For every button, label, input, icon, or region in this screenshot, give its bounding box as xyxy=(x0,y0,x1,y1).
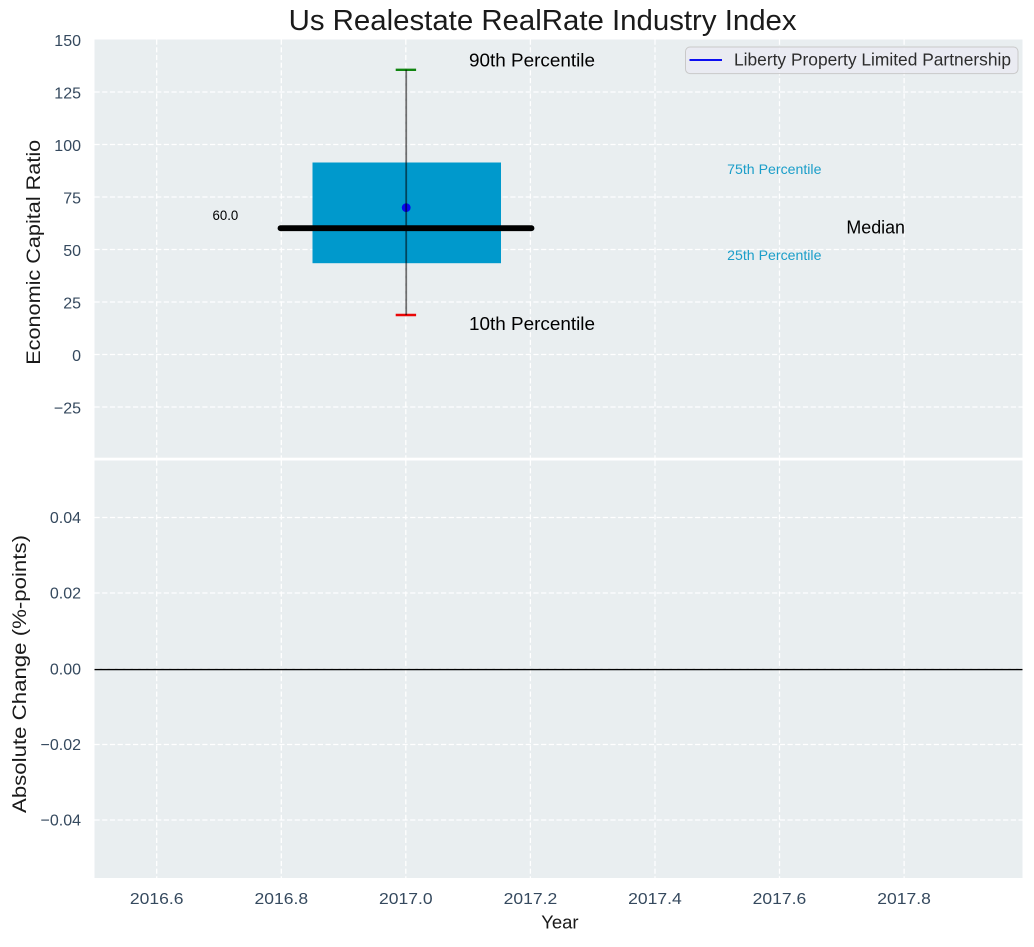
svg-text:2017.8: 2017.8 xyxy=(877,891,931,908)
svg-text:0.02: 0.02 xyxy=(50,586,81,603)
svg-text:Liberty Property Limited Partn: Liberty Property Limited Partnership xyxy=(734,50,1011,70)
svg-text:Economic Capital Ratio: Economic Capital Ratio xyxy=(24,140,45,365)
svg-text:60.0: 60.0 xyxy=(213,208,239,223)
svg-text:2016.8: 2016.8 xyxy=(255,891,309,908)
svg-text:25: 25 xyxy=(63,296,81,313)
svg-text:90th Percentile: 90th Percentile xyxy=(469,50,595,71)
svg-text:2016.6: 2016.6 xyxy=(130,891,184,908)
svg-text:0.00: 0.00 xyxy=(50,662,81,679)
svg-text:2017.4: 2017.4 xyxy=(628,891,682,908)
svg-text:0.04: 0.04 xyxy=(50,510,81,527)
svg-text:2017.6: 2017.6 xyxy=(753,891,807,908)
svg-text:2017.2: 2017.2 xyxy=(504,891,558,908)
svg-text:10th Percentile: 10th Percentile xyxy=(469,313,595,334)
svg-text:75th Percentile: 75th Percentile xyxy=(727,161,822,177)
svg-text:Us Realestate RealRate Industr: Us Realestate RealRate Industry Index xyxy=(289,5,797,37)
svg-text:2017.0: 2017.0 xyxy=(379,891,433,908)
svg-text:75: 75 xyxy=(63,191,81,208)
svg-text:−0.02: −0.02 xyxy=(41,737,82,754)
svg-text:Absolute Change (%-points): Absolute Change (%-points) xyxy=(10,535,31,813)
svg-text:Year: Year xyxy=(541,912,578,933)
svg-text:0: 0 xyxy=(72,348,81,365)
svg-text:25th Percentile: 25th Percentile xyxy=(727,247,822,263)
svg-text:−25: −25 xyxy=(54,401,81,418)
svg-text:Median: Median xyxy=(846,217,905,238)
svg-text:150: 150 xyxy=(54,33,81,50)
svg-text:−0.04: −0.04 xyxy=(41,813,82,830)
svg-text:100: 100 xyxy=(54,138,81,155)
svg-text:125: 125 xyxy=(54,86,81,103)
svg-text:50: 50 xyxy=(63,243,81,260)
